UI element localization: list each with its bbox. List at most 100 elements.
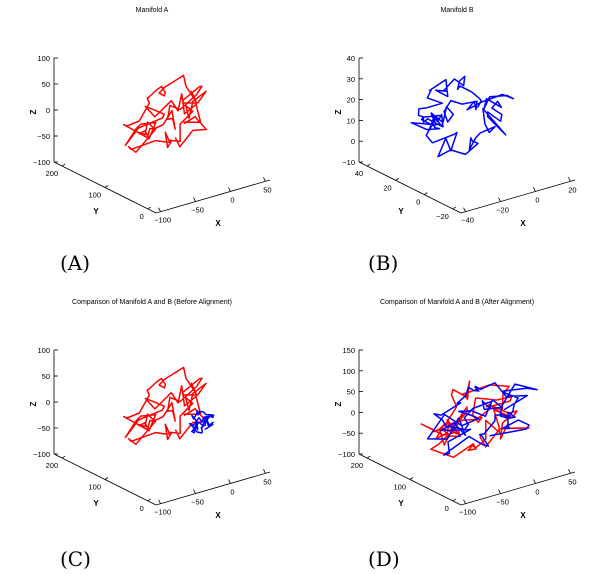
y-tick-mark	[452, 206, 457, 210]
x-tick-label: −100	[154, 216, 171, 225]
z-tick-label: 100	[37, 54, 50, 63]
x-tick-mark	[228, 479, 231, 484]
z-tick-label: 30	[347, 75, 355, 84]
x-tick-mark	[193, 197, 196, 202]
x-tick-label: −50	[191, 498, 204, 507]
x-tick-mark	[193, 489, 196, 494]
x-tick-mark	[533, 479, 536, 484]
y-tick-mark	[452, 498, 457, 502]
z-tick-label: 50	[347, 388, 355, 397]
z-tick-label: −10	[342, 158, 355, 167]
x-axis-label: X	[520, 219, 526, 228]
y-tick-label: 20	[383, 183, 391, 192]
y-tick-label: 0	[140, 212, 144, 221]
x-tick-label: 0	[230, 487, 234, 496]
panel-b: Manifold B 40 30 20 10 0 −10 −20 0 20 40 −40 −20 0 20 Z…	[334, 7, 577, 228]
y-tick-mark	[104, 477, 109, 480]
panel-label: (D)	[368, 547, 400, 571]
y-tick-label: 40	[355, 169, 363, 178]
y-tick-mark	[61, 455, 66, 459]
series-line-manifold-b	[426, 382, 538, 456]
z-tick-label: 150	[342, 346, 355, 355]
x-tick-mark	[263, 177, 266, 182]
x-tick-mark	[463, 499, 466, 504]
y-tick-mark	[409, 477, 414, 480]
z-tick-label: 10	[347, 116, 355, 125]
x-tick-label: 0	[230, 195, 234, 204]
z-tick-label: 0	[351, 408, 355, 417]
panel-label: (C)	[60, 547, 91, 571]
x-tick-label: 50	[263, 477, 271, 486]
x-axis-line	[460, 179, 576, 214]
y-tick-mark	[147, 206, 152, 210]
x-tick-label: −40	[461, 216, 474, 225]
z-tick-label: −50	[342, 429, 355, 438]
z-tick-label: −100	[33, 158, 50, 167]
y-tick-label: 0	[445, 504, 449, 513]
y-tick-label: 200	[351, 461, 364, 470]
x-tick-mark	[263, 469, 266, 474]
x-tick-mark	[498, 197, 501, 202]
y-tick-label: 100	[88, 483, 101, 492]
x-tick-mark	[158, 207, 161, 212]
z-tick-label: 0	[46, 106, 50, 115]
z-tick-label: 0	[46, 398, 50, 407]
y-tick-mark	[61, 163, 66, 167]
y-tick-label: −20	[436, 212, 449, 221]
y-tick-label: 0	[140, 504, 144, 513]
y-tick-label: 200	[46, 169, 59, 178]
y-axis-label: Y	[93, 207, 99, 216]
y-axis-label: Y	[93, 499, 99, 508]
chart-title: Comparison of Manifold A and B (Before A…	[72, 299, 232, 306]
z-tick-label: −50	[37, 132, 50, 141]
panel-c: Comparison of Manifold A and B (Before A…	[29, 299, 272, 520]
panel-a: Manifold A 100 50 0 −50 −100 0 100 200 −100 −50 0 50…	[29, 7, 272, 228]
x-tick-label: 50	[263, 185, 271, 194]
x-axis-label: X	[215, 219, 221, 228]
z-axis-label: Z	[334, 401, 343, 406]
x-tick-mark	[158, 499, 161, 504]
series-line-manifold-b	[410, 75, 515, 158]
x-axis-line	[155, 179, 271, 214]
x-tick-label: 50	[568, 477, 576, 486]
panel-d: Comparison of Manifold A and B (After Al…	[334, 299, 577, 520]
z-tick-label: 20	[347, 96, 355, 105]
z-tick-label: 40	[347, 54, 355, 63]
x-axis-label: X	[215, 511, 221, 520]
x-axis-line	[155, 471, 271, 506]
x-tick-mark	[498, 489, 501, 494]
z-tick-label: 100	[37, 346, 50, 355]
y-tick-mark	[147, 498, 152, 502]
x-tick-mark	[568, 469, 571, 474]
x-tick-mark	[533, 187, 536, 192]
z-tick-label: −50	[37, 424, 50, 433]
series-line-manifold-b	[188, 410, 215, 434]
y-tick-label: 100	[88, 191, 101, 200]
chart-title: Manifold A	[136, 7, 169, 14]
z-tick-label: −100	[33, 450, 50, 459]
y-tick-mark	[366, 455, 371, 459]
y-axis-label: Y	[398, 499, 404, 508]
x-tick-mark	[228, 187, 231, 192]
y-axis-line	[358, 161, 462, 214]
chart-title: Manifold B	[440, 7, 473, 14]
series-line-manifold-a	[122, 74, 208, 154]
x-tick-label: 0	[535, 487, 539, 496]
x-tick-mark	[463, 207, 466, 212]
x-axis-label: X	[520, 511, 526, 520]
x-tick-label: −50	[191, 206, 204, 215]
z-axis-label: Z	[29, 109, 38, 114]
panel-label: (B)	[368, 251, 398, 275]
x-tick-mark	[568, 177, 571, 182]
chart-title: Comparison of Manifold A and B (After Al…	[380, 299, 534, 306]
series-line-manifold-a	[420, 380, 530, 459]
z-tick-label: 100	[342, 367, 355, 376]
x-tick-label: 20	[568, 185, 576, 194]
y-tick-mark	[366, 163, 371, 167]
x-axis-line	[460, 471, 576, 506]
y-tick-label: 0	[416, 198, 420, 207]
x-tick-label: −100	[459, 508, 476, 517]
panel-label: (A)	[60, 251, 90, 275]
y-tick-mark	[395, 178, 399, 181]
